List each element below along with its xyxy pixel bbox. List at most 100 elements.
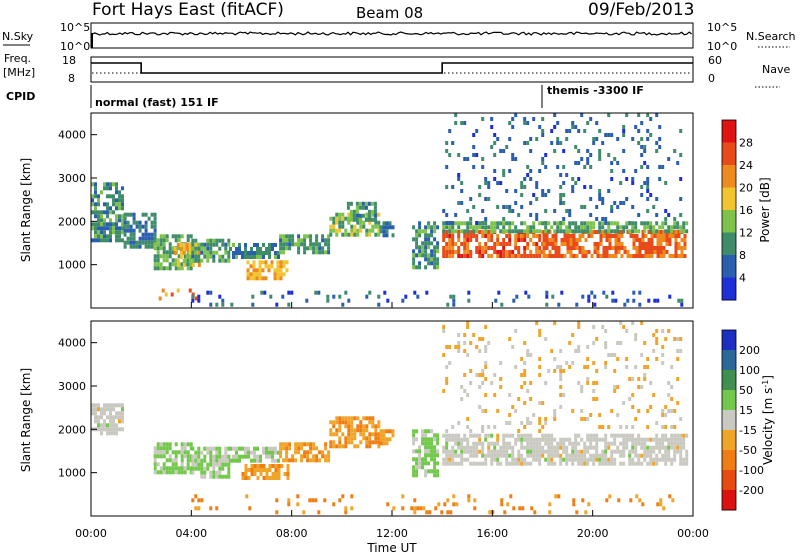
velocity-cell — [496, 449, 500, 454]
velocity-cell — [460, 437, 464, 442]
power-cell — [138, 220, 142, 225]
velocity-cell — [433, 453, 437, 458]
velocity-cell — [118, 403, 121, 408]
velocity-cell — [94, 407, 97, 412]
power-cell — [563, 254, 567, 258]
power-cell — [647, 230, 651, 234]
power-cell — [141, 212, 145, 217]
power-cell — [276, 272, 280, 277]
power-cell — [466, 209, 470, 213]
velocity-cell — [448, 437, 452, 442]
velocity-cell — [241, 472, 245, 476]
velocity-cell — [433, 449, 437, 454]
velocity-cell — [595, 445, 599, 450]
power-cell — [638, 302, 642, 307]
power-cell — [147, 216, 151, 221]
velocity-cell — [535, 449, 539, 454]
power-cell — [529, 254, 533, 258]
power-cell — [667, 229, 671, 234]
power-cell — [177, 266, 181, 271]
velocity-cell — [445, 345, 449, 349]
velocity-cell — [619, 433, 623, 438]
velocity-cell — [306, 450, 310, 455]
power-cell — [442, 238, 446, 242]
velocity-cell — [634, 441, 638, 446]
velocity-cell — [436, 449, 440, 454]
power-cell — [643, 181, 647, 185]
velocity-cell — [577, 457, 581, 462]
power-cell — [613, 221, 617, 226]
power-cell — [499, 149, 503, 153]
power-cell — [568, 229, 572, 234]
velocity-cell — [520, 453, 524, 458]
velocity-cell — [475, 449, 479, 454]
velocity-cell — [640, 385, 644, 389]
velocity-cell — [472, 433, 476, 438]
velocity-cell — [347, 440, 351, 445]
velocity-cell — [415, 469, 419, 474]
velocity-cell — [103, 411, 106, 416]
station-title: Fort Hays East (fitACF) — [92, 0, 284, 20]
power-cell — [502, 250, 506, 254]
power-cell — [418, 245, 422, 250]
power-cell — [598, 153, 602, 157]
power-cell — [475, 250, 479, 254]
power-cell — [514, 189, 518, 193]
power-cell — [590, 290, 594, 295]
power-cell — [241, 255, 244, 259]
velocity-cell — [520, 457, 524, 462]
velocity-cell — [448, 453, 452, 458]
power-cell — [499, 242, 503, 246]
power-cell — [565, 225, 569, 230]
velocity-cell — [303, 450, 307, 455]
velocity-cell — [577, 461, 581, 466]
velocity-cell — [268, 450, 271, 455]
velocity-cell — [250, 464, 254, 468]
power-cell — [457, 153, 461, 157]
velocity-cell — [277, 468, 281, 472]
velocity-cell — [553, 321, 557, 325]
power-cell — [490, 117, 494, 121]
power-cell — [644, 242, 648, 246]
velocity-cell — [280, 464, 284, 468]
power-cell — [421, 253, 425, 258]
velocity-cell — [235, 450, 238, 455]
power-cell — [203, 254, 207, 259]
power-cell — [321, 250, 325, 255]
power-cell — [261, 276, 265, 281]
power-cell — [279, 272, 283, 277]
power-cell — [424, 257, 428, 262]
velocity-cell — [565, 449, 569, 454]
power-cell — [577, 161, 581, 165]
velocity-cell — [312, 454, 316, 459]
velocity-cell — [189, 454, 193, 459]
power-cell — [601, 221, 605, 226]
velocity-cell — [421, 429, 425, 434]
velocity-cell — [180, 470, 184, 475]
power-cell — [186, 250, 190, 255]
power-cell — [496, 225, 500, 230]
velocity-cell — [206, 462, 210, 467]
velocity-cell — [547, 457, 551, 462]
velocity-cell — [568, 457, 572, 462]
power-cell — [197, 251, 201, 255]
power-cell — [580, 205, 584, 209]
power-cell — [610, 169, 614, 173]
power-cell — [653, 234, 657, 238]
power-cell — [371, 224, 375, 229]
velocity-cell — [577, 325, 581, 329]
power-cell — [529, 213, 533, 217]
power-cell — [502, 225, 506, 230]
power-cell — [542, 234, 546, 238]
power-cell — [194, 238, 198, 243]
power-cell — [529, 238, 533, 242]
power-cell — [454, 221, 458, 226]
power-cell — [359, 228, 363, 233]
power-cell — [653, 250, 657, 254]
velocity-cell — [592, 457, 596, 462]
velocity-cell — [659, 502, 663, 507]
power-cell — [526, 234, 530, 238]
power-cell — [326, 298, 330, 303]
power-cell — [352, 209, 356, 214]
